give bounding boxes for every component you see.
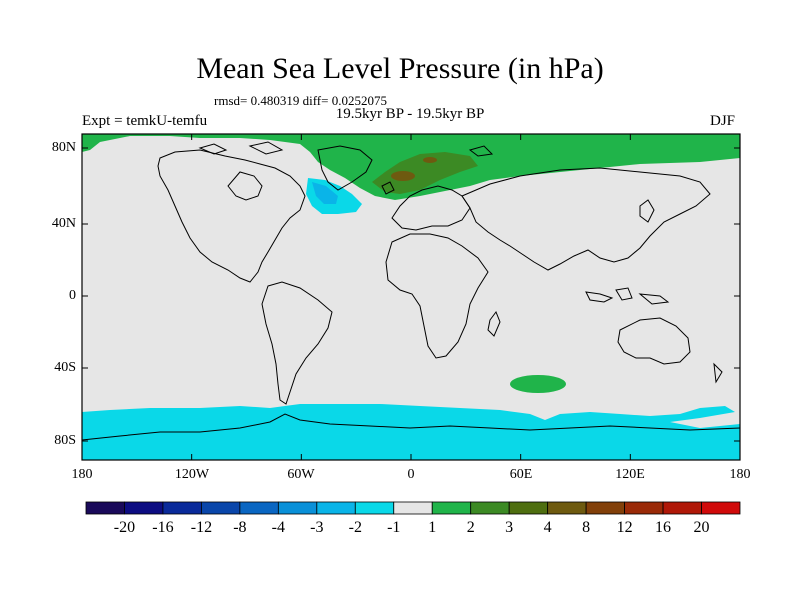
colorbar-label: -3 bbox=[310, 519, 324, 536]
colorbar-label: 2 bbox=[466, 519, 475, 536]
positive-high-spot bbox=[423, 157, 437, 163]
colorbar-swatch bbox=[239, 501, 279, 515]
season-label: DJF bbox=[710, 113, 736, 129]
lon-tick-label: 60E bbox=[509, 467, 533, 482]
lon-tick-label: 180 bbox=[71, 467, 93, 482]
lat-tick-label: 0 bbox=[69, 288, 76, 303]
colorbar-swatch bbox=[316, 501, 356, 515]
colorbar-swatch bbox=[85, 501, 125, 515]
colorbar-label: 8 bbox=[582, 519, 591, 536]
page-title: Mean Sea Level Pressure (in hPa) bbox=[196, 52, 604, 85]
colorbar-swatch bbox=[431, 501, 472, 515]
colorbar-swatch bbox=[354, 501, 395, 515]
lon-tick-label: 0 bbox=[407, 467, 415, 482]
lon-tick-label: 180 bbox=[729, 467, 751, 482]
lon-tick-label: 60W bbox=[287, 467, 315, 482]
lat-tick-label: 40S bbox=[54, 360, 76, 375]
lon-tick-label: 120W bbox=[174, 467, 210, 482]
lon-tick-label: 120E bbox=[615, 467, 645, 482]
colorbar-label: -16 bbox=[152, 519, 174, 536]
experiment-label: Expt = temkU-temfu bbox=[82, 113, 208, 129]
lat-tick-label: 40N bbox=[51, 216, 76, 231]
colorbar-label: 12 bbox=[616, 519, 633, 536]
colorbar-swatch bbox=[624, 501, 664, 515]
colorbar-label: 4 bbox=[543, 519, 552, 536]
colorbar-swatch bbox=[701, 501, 741, 515]
period-label: 19.5kyr BP - 19.5kyr BP bbox=[335, 106, 485, 122]
colorbar-swatch bbox=[470, 501, 510, 515]
colorbar-label: -20 bbox=[113, 519, 136, 536]
colorbar-label: 3 bbox=[505, 519, 514, 536]
colorbar-label: 20 bbox=[693, 519, 710, 536]
northwest-atlantic-negative-mid bbox=[312, 182, 338, 204]
lat-tick-label: 80S bbox=[54, 433, 76, 448]
positive-high-spot bbox=[391, 171, 415, 181]
lat-tick-label: 80N bbox=[51, 140, 76, 155]
stats-label: rmsd= 0.480319 diff= 0.0252075 bbox=[214, 93, 387, 108]
colorbar-label: 1 bbox=[428, 519, 437, 536]
colorbar bbox=[85, 501, 741, 515]
colorbar-swatch bbox=[508, 501, 549, 515]
colorbar-swatch bbox=[585, 501, 625, 515]
colorbar-swatch bbox=[124, 501, 164, 515]
colorbar-swatch bbox=[162, 501, 202, 515]
axis-ticks bbox=[81, 134, 741, 460]
colorbar-label: -8 bbox=[233, 519, 247, 536]
colorbar-swatch bbox=[393, 501, 433, 515]
colorbar-label: -1 bbox=[387, 519, 401, 536]
antarctic-negative-region bbox=[82, 404, 740, 460]
southern-ocean-positive-region bbox=[510, 375, 566, 393]
coastlines bbox=[82, 141, 740, 441]
colorbar-swatch bbox=[277, 501, 318, 515]
colorbar-swatch bbox=[547, 501, 587, 515]
north-atlantic-positive-mid bbox=[372, 152, 478, 194]
colorbar-label: -2 bbox=[348, 519, 362, 536]
colorbar-label: 16 bbox=[655, 519, 672, 536]
colorbar-label: -4 bbox=[271, 519, 285, 536]
colorbar-swatch bbox=[662, 501, 702, 515]
colorbar-swatch bbox=[201, 501, 241, 515]
colorbar-label: -12 bbox=[190, 519, 213, 536]
map-field bbox=[82, 134, 740, 460]
